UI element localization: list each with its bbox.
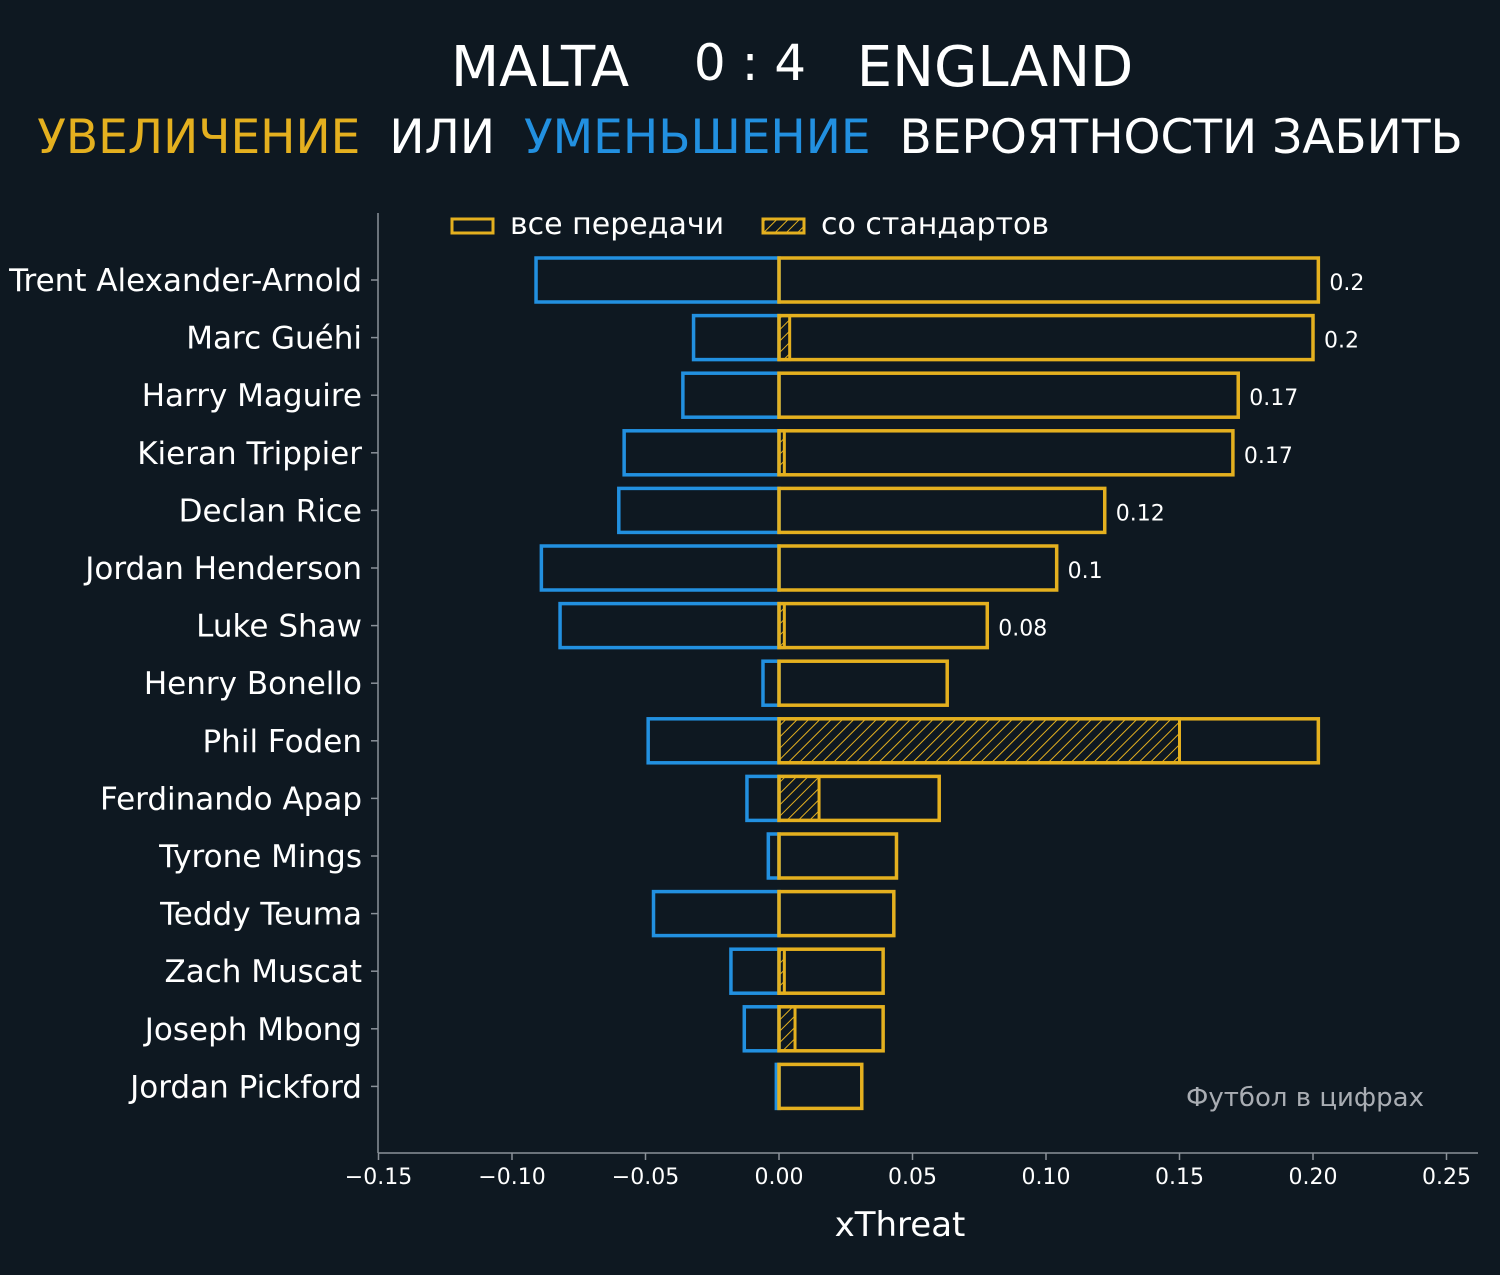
- x-tick-label: 0.10: [1022, 1165, 1071, 1190]
- bar-set-pieces: [777, 1005, 797, 1053]
- bar-negative: [651, 889, 781, 938]
- bar-all-passes: [777, 371, 1240, 419]
- legend-swatch-set-pieces: [761, 217, 806, 235]
- x-tick-label: 0.20: [1289, 1165, 1338, 1190]
- bar-all-passes: [777, 429, 1235, 477]
- bar-negative: [539, 544, 781, 592]
- x-tick-label: −0.15: [345, 1165, 412, 1190]
- x-ticks: −0.15 −0.10 −0.05 0.00 0.05 0.10 0.15 0.20 0.25: [345, 1153, 1471, 1190]
- category-label: Trent Alexander-Arnold: [8, 263, 362, 299]
- bars-layer: [534, 256, 1321, 1111]
- bar-set-pieces: [777, 774, 821, 822]
- category-label: Kieran Trippier: [137, 436, 362, 472]
- data-label: 0.12: [1116, 501, 1165, 526]
- category-label: Luke Shaw: [196, 609, 362, 645]
- bar-all-passes: [777, 313, 1315, 362]
- bar-all-passes: [777, 544, 1059, 592]
- category-label: Jordan Pickford: [128, 1069, 362, 1105]
- bar-negative: [761, 659, 781, 707]
- x-tick-label: −0.05: [612, 1165, 679, 1190]
- away-team-title: ENGLAND: [857, 35, 1133, 100]
- category-label: Marc Guéhi: [186, 321, 362, 357]
- data-label: 0.17: [1249, 386, 1298, 411]
- category-label: Declan Rice: [179, 493, 362, 529]
- data-label: 0.17: [1244, 444, 1293, 469]
- category-label: Teddy Teuma: [159, 897, 362, 933]
- x-tick-label: −0.10: [478, 1165, 545, 1190]
- bar-all-passes: [777, 1005, 885, 1053]
- bar-all-passes: [777, 774, 941, 823]
- bar-all-passes: [777, 832, 899, 880]
- score-title: 0 : 4: [694, 34, 806, 92]
- data-label: 0.2: [1324, 329, 1359, 354]
- category-labels: Trent Alexander-Arnold Marc Guéhi Harry Ma…: [8, 263, 378, 1105]
- bar-all-passes: [777, 659, 949, 707]
- data-label: 0.2: [1329, 271, 1364, 296]
- value-labels: 0.2 0.2 0.17 0.17 0.12 0.1 0.08: [998, 271, 1364, 642]
- subtitle-probability: ВЕРОЯТНОСТИ ЗАБИТЬ: [900, 110, 1463, 165]
- bar-all-passes: [777, 601, 990, 650]
- x-axis-title: xThreat: [835, 1205, 966, 1245]
- bar-negative: [617, 486, 781, 535]
- subtitle-decrease: УМЕНЬШЕНИЕ: [524, 110, 871, 165]
- bar-negative: [534, 256, 781, 304]
- bar-all-passes: [777, 717, 1321, 765]
- category-label: Harry Maguire: [142, 378, 362, 414]
- category-label: Ferdinando Apap: [100, 781, 362, 817]
- subtitle-increase: УВЕЛИЧЕНИЕ: [37, 110, 360, 165]
- legend-swatch-all-passes: [450, 217, 495, 235]
- category-label: Phil Foden: [202, 724, 362, 760]
- bar-all-passes: [777, 947, 885, 995]
- category-label: Jordan Henderson: [83, 551, 362, 587]
- category-label: Zach Muscat: [164, 954, 362, 990]
- legend-label-set-pieces: со стандартов: [821, 207, 1049, 242]
- subtitle: УВЕЛИЧЕНИЕ ИЛИ УМЕНЬШЕНИЕ ВЕРОЯТНОСТИ ЗА…: [37, 110, 1463, 165]
- category-label: Henry Bonello: [144, 666, 362, 702]
- bar-all-passes: [777, 486, 1107, 535]
- bar-negative: [729, 947, 781, 995]
- x-tick-label: 0.05: [888, 1165, 937, 1190]
- legend-label-all-passes: все передачи: [510, 207, 724, 242]
- x-tick-label: 0.00: [755, 1165, 804, 1190]
- x-tick-label: 0.15: [1155, 1165, 1204, 1190]
- x-tick-label: 0.25: [1422, 1165, 1471, 1190]
- bar-all-passes: [777, 1062, 864, 1111]
- bar-negative: [622, 429, 781, 477]
- legend: все передачи со стандартов: [450, 207, 1049, 242]
- bar-all-passes: [777, 256, 1321, 304]
- bar-negative: [742, 1005, 781, 1053]
- bar-negative: [681, 371, 781, 419]
- watermark: Футбол в цифрах: [1186, 1083, 1424, 1113]
- home-team-title: MALTA: [451, 35, 629, 100]
- data-label: 0.08: [998, 617, 1047, 642]
- subtitle-or: ИЛИ: [389, 110, 495, 165]
- bar-all-passes: [777, 889, 896, 938]
- data-label: 0.1: [1068, 559, 1103, 584]
- bar-negative: [558, 601, 781, 650]
- category-label: Joseph Mbong: [143, 1012, 362, 1048]
- bar-set-pieces: [777, 717, 1181, 765]
- bar-negative: [691, 313, 781, 362]
- bar-negative: [646, 717, 781, 765]
- category-label: Tyrone Mings: [158, 839, 362, 875]
- bar-negative: [745, 774, 781, 823]
